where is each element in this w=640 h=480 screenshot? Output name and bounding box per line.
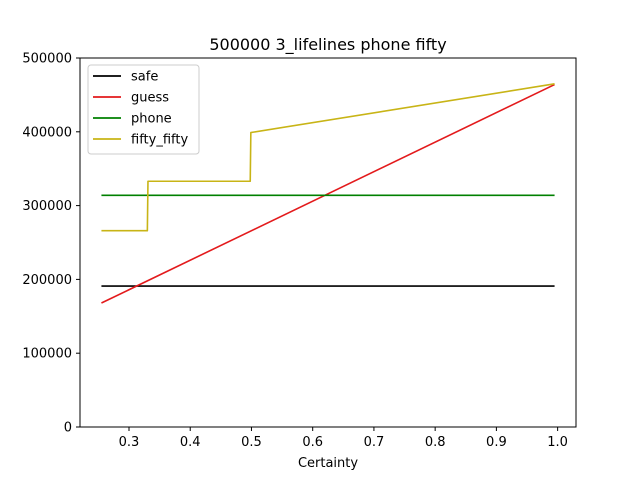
y-tick-label: 100000 <box>22 347 72 362</box>
x-tick-label: 0.9 <box>486 435 507 450</box>
series-line-guess <box>101 83 555 304</box>
chart-title: 500000 3_lifelines phone fifty <box>209 35 446 55</box>
y-tick-label: 500000 <box>22 52 72 67</box>
legend-label: phone <box>131 112 172 127</box>
y-tick-label: 400000 <box>22 125 72 140</box>
y-axis: 0 100000 200000 300000 400000 500000 <box>22 52 80 436</box>
plot-series <box>101 83 555 304</box>
x-tick-label: 0.7 <box>364 435 385 450</box>
legend-label: safe <box>131 70 158 85</box>
y-tick-label: 0 <box>64 421 72 436</box>
x-tick-label: 0.5 <box>241 435 262 450</box>
x-axis-label: Certainty <box>298 456 358 471</box>
legend: safe guess phone fifty_fifty <box>87 64 200 155</box>
x-tick-label: 1.0 <box>547 435 568 450</box>
y-tick-label: 200000 <box>22 273 72 288</box>
y-tick-label: 300000 <box>22 199 72 214</box>
legend-box <box>87 64 200 155</box>
x-axis: 0.3 0.4 0.5 0.6 0.7 0.8 0.9 1.0 <box>119 427 568 450</box>
plot-frame <box>79 57 577 428</box>
series-line-fifty-fifty <box>101 83 555 232</box>
x-tick-label: 0.6 <box>302 435 323 450</box>
legend-label: fifty_fifty <box>131 133 188 148</box>
x-tick-label: 0.3 <box>119 435 140 450</box>
x-tick-label: 0.8 <box>425 435 446 450</box>
x-tick-label: 0.4 <box>180 435 201 450</box>
legend-label: guess <box>131 91 169 106</box>
